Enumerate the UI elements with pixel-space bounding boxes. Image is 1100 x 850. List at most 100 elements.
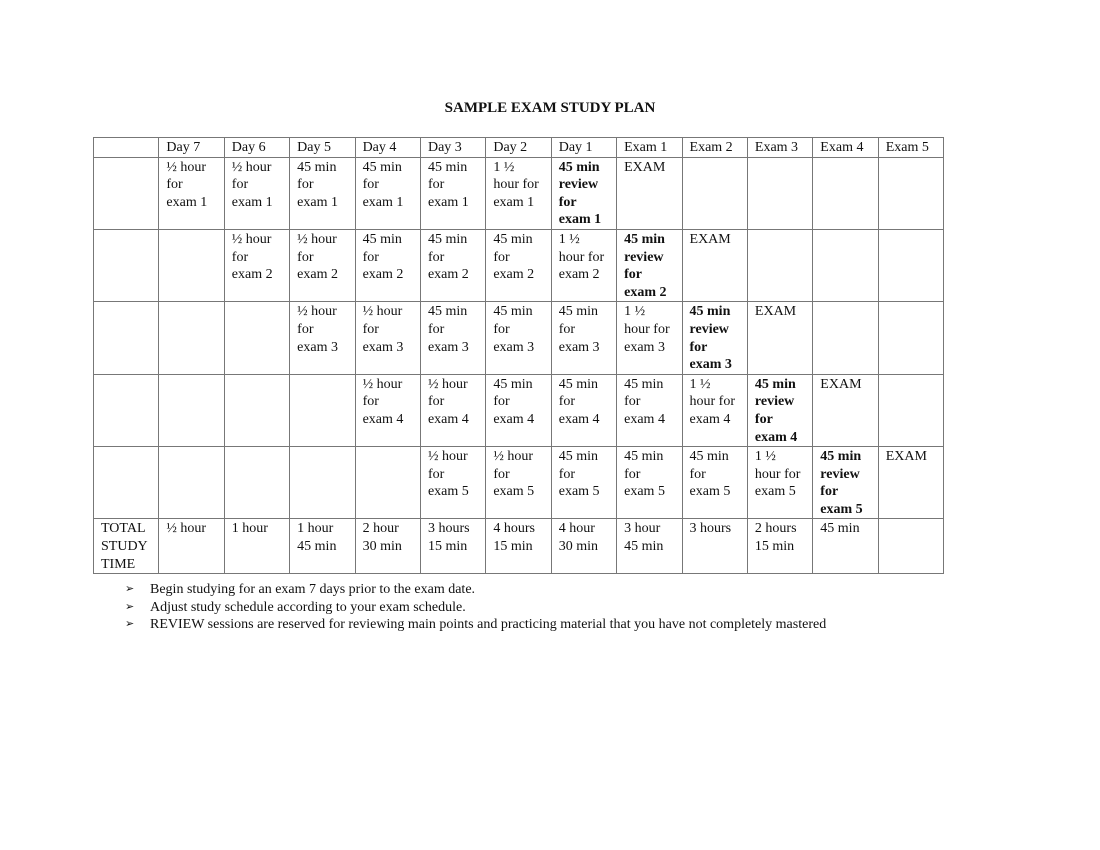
header-row: Day 7 Day 6 Day 5 Day 4 Day 3 Day 2 Day 1 Exam … bbox=[92, 137, 945, 158]
table-cell bbox=[92, 373, 160, 448]
total-cell: 1 hour bbox=[223, 518, 291, 575]
table-cell: 45 min for exam 5 bbox=[681, 446, 748, 520]
review-cell: 45 min review for exam 2 bbox=[616, 228, 683, 303]
table-cell bbox=[92, 228, 160, 303]
table-cell: 45 min for exam 2 bbox=[354, 228, 421, 303]
table-cell: 1 ½ hour for exam 4 bbox=[681, 373, 748, 448]
study-plan-table: Day 7 Day 6 Day 5 Day 4 Day 3 Day 2 Day 1 Exam … bbox=[92, 137, 945, 575]
total-cell: 45 min bbox=[812, 518, 879, 575]
header-cell: Exam 2 bbox=[681, 137, 748, 158]
table-cell: 45 min for exam 5 bbox=[550, 446, 618, 520]
table-cell: ½ hour for exam 5 bbox=[419, 446, 487, 520]
table-cell bbox=[158, 301, 225, 375]
note-text: REVIEW sessions are reserved for reviewi… bbox=[150, 617, 827, 633]
table-cell bbox=[746, 156, 814, 230]
table-cell: EXAM bbox=[877, 446, 945, 520]
table-cell bbox=[223, 301, 291, 375]
table-cell bbox=[92, 301, 160, 375]
table-cell: ½ hour for exam 4 bbox=[419, 373, 487, 448]
table-cell: 45 min for exam 3 bbox=[419, 301, 487, 375]
total-row: TOTAL STUDY TIME ½ hour 1 hour 1 hour 45 mi… bbox=[92, 518, 945, 575]
table-cell: 1 ½ hour for exam 3 bbox=[616, 301, 683, 375]
table-cell bbox=[223, 446, 291, 520]
header-cell: Exam 1 bbox=[616, 137, 683, 158]
total-cell: 3 hours 15 min bbox=[419, 518, 487, 575]
table-cell bbox=[158, 373, 225, 448]
total-cell: 3 hours bbox=[681, 518, 748, 575]
header-cell: Exam 5 bbox=[877, 137, 945, 158]
table-cell bbox=[877, 228, 945, 303]
total-cell: 2 hour 30 min bbox=[354, 518, 421, 575]
header-cell bbox=[92, 137, 160, 158]
table-cell: 1 ½ hour for exam 1 bbox=[485, 156, 552, 230]
table-cell: ½ hour for exam 3 bbox=[354, 301, 421, 375]
table-cell: 45 min for exam 1 bbox=[354, 156, 421, 230]
table-cell bbox=[289, 446, 356, 520]
table-cell: 1 ½ hour for exam 2 bbox=[550, 228, 618, 303]
table-cell bbox=[877, 156, 945, 230]
review-cell: 45 min review for exam 3 bbox=[681, 301, 748, 375]
header-cell: Day 1 bbox=[550, 137, 618, 158]
table-cell: EXAM bbox=[812, 373, 879, 448]
total-cell: 3 hour 45 min bbox=[616, 518, 683, 575]
table-cell: 45 min for exam 4 bbox=[550, 373, 618, 448]
page-title: SAMPLE EXAM STUDY PLAN bbox=[444, 100, 656, 116]
total-cell: ½ hour bbox=[158, 518, 225, 575]
header-cell: Day 5 bbox=[289, 137, 356, 158]
table-cell: 45 min for exam 4 bbox=[616, 373, 683, 448]
table-cell: 45 min for exam 2 bbox=[419, 228, 487, 303]
table-cell: ½ hour for exam 1 bbox=[223, 156, 291, 230]
table-cell: EXAM bbox=[681, 228, 748, 303]
table-cell: 45 min for exam 1 bbox=[289, 156, 356, 230]
table-cell: EXAM bbox=[746, 301, 814, 375]
header-cell: Exam 3 bbox=[746, 137, 814, 158]
table-cell: ½ hour for exam 4 bbox=[354, 373, 421, 448]
total-label: TOTAL STUDY TIME bbox=[92, 518, 160, 575]
table-cell: ½ hour for exam 5 bbox=[485, 446, 552, 520]
note-item: ➢ Begin studying for an exam 7 days prior… bbox=[125, 581, 826, 599]
total-cell: 4 hours 15 min bbox=[485, 518, 552, 575]
table-cell bbox=[681, 156, 748, 230]
header-cell: Day 6 bbox=[223, 137, 291, 158]
table-cell: 45 min for exam 1 bbox=[419, 156, 487, 230]
table-cell: ½ hour for exam 3 bbox=[289, 301, 356, 375]
arrow-bullet-icon: ➢ bbox=[125, 618, 135, 631]
table-cell bbox=[812, 156, 879, 230]
total-cell: 4 hour 30 min bbox=[550, 518, 618, 575]
table-cell: 45 min for exam 2 bbox=[485, 228, 552, 303]
note-item: ➢ Adjust study schedule according to your… bbox=[125, 599, 826, 617]
table-cell bbox=[223, 373, 291, 448]
table-cell: 45 min for exam 4 bbox=[485, 373, 552, 448]
table-cell: 45 min for exam 5 bbox=[616, 446, 683, 520]
note-text: Begin studying for an exam 7 days prior … bbox=[150, 582, 476, 597]
table-cell: 45 min for exam 3 bbox=[550, 301, 618, 375]
header-cell: Day 2 bbox=[485, 137, 552, 158]
note-text: Adjust study schedule according to your … bbox=[150, 599, 466, 615]
table-cell bbox=[158, 228, 225, 303]
notes-list: ➢ Begin studying for an exam 7 days prior… bbox=[125, 581, 826, 634]
table-cell: ½ hour for exam 1 bbox=[158, 156, 225, 230]
table-cell: 1 ½ hour for exam 5 bbox=[746, 446, 814, 520]
arrow-bullet-icon: ➢ bbox=[125, 583, 135, 595]
total-cell: 2 hours 15 min bbox=[746, 518, 814, 575]
review-cell: 45 min review for exam 1 bbox=[550, 156, 618, 230]
header-cell: Day 4 bbox=[354, 137, 421, 158]
table-cell bbox=[92, 446, 160, 520]
header-cell: Day 7 bbox=[158, 137, 225, 158]
table-cell bbox=[289, 373, 356, 448]
table-cell: ½ hour for exam 2 bbox=[289, 228, 356, 303]
table-cell bbox=[877, 373, 945, 448]
header-cell: Exam 4 bbox=[812, 137, 879, 158]
table-cell bbox=[354, 446, 421, 520]
table-cell bbox=[812, 301, 879, 375]
table-cell bbox=[92, 156, 160, 230]
review-cell: 45 min review for exam 5 bbox=[812, 446, 879, 520]
table-cell bbox=[812, 228, 879, 303]
table-cell: 45 min for exam 3 bbox=[485, 301, 552, 375]
table-cell bbox=[158, 446, 225, 520]
